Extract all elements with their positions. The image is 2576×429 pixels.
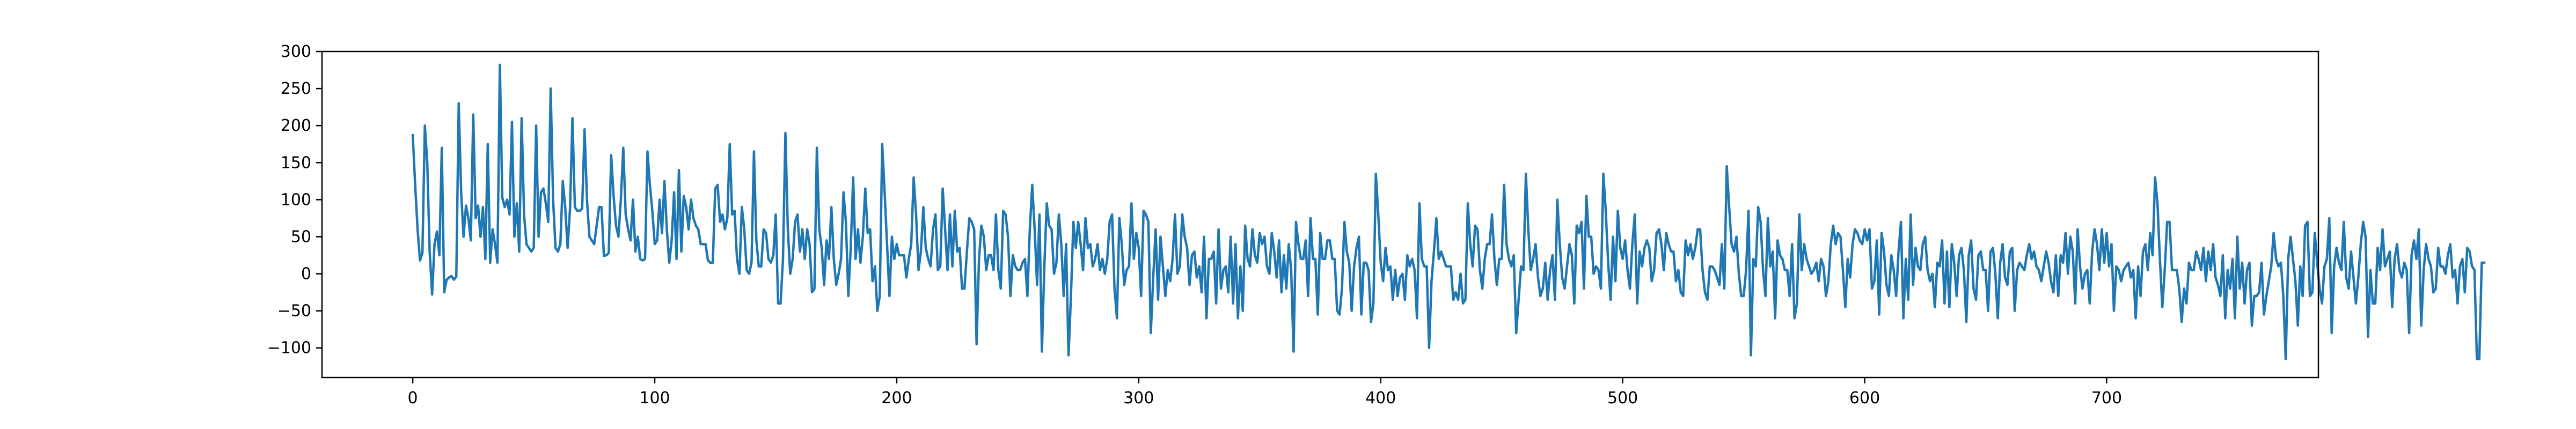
y-tick-label: 100 [281,190,311,209]
x-tick-label: 0 [408,389,418,408]
y-tick-label: 50 [291,227,311,246]
y-tick-label: 250 [281,79,311,98]
axes-frame [321,50,2319,379]
y-tick-label: 200 [281,116,311,135]
x-tick-label: 100 [639,389,670,408]
series-line-1 [411,63,2486,360]
y-tick-label: −50 [277,302,311,321]
y-tick-label: 0 [301,265,311,284]
y-axis: −100 −50 0 50 100 150 200 250 300 [267,42,322,358]
x-axis: 0 100 200 300 400 500 600 700 [408,378,2122,408]
x-tick-label: 300 [1123,389,1154,408]
y-tick-label: −100 [267,339,311,358]
x-tick-label: 500 [1607,389,1638,408]
y-tick-label: 150 [281,153,311,172]
x-tick-label: 400 [1365,389,1396,408]
x-tick-label: 600 [1849,389,1880,408]
plot-area [321,50,2486,379]
x-tick-label: 700 [2091,389,2122,408]
x-tick-label: 200 [881,389,912,408]
y-tick-label: 300 [281,42,311,61]
